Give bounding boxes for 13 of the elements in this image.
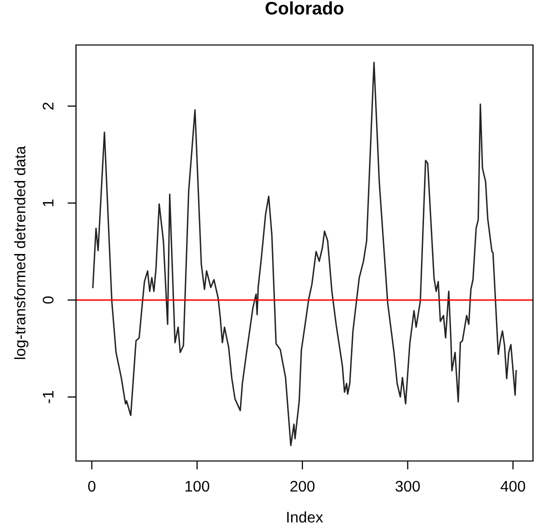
x-tick-label: 0 bbox=[88, 480, 96, 492]
y-tick-label: -1 bbox=[42, 390, 54, 404]
y-tick-label: 2 bbox=[42, 102, 54, 110]
x-tick-label: 300 bbox=[396, 480, 420, 492]
y-tick-label: 0 bbox=[42, 296, 54, 304]
y-axis-title: log-transformed detrended data bbox=[14, 146, 28, 359]
line-series bbox=[92, 62, 517, 446]
x-tick-label: 100 bbox=[186, 480, 210, 492]
y-tick-label: 1 bbox=[42, 200, 54, 206]
x-axis-title: Index bbox=[287, 511, 324, 523]
x-tick-label: 400 bbox=[500, 480, 526, 492]
chart-title: Colorado bbox=[266, 1, 344, 15]
x-tick-label: 200 bbox=[290, 480, 315, 492]
